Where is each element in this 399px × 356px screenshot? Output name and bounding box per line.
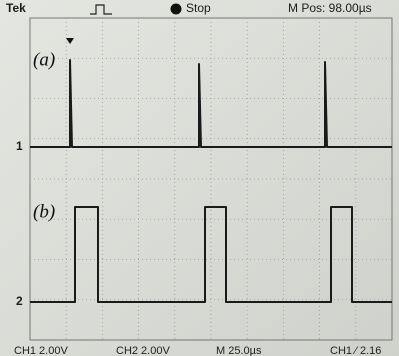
timebase: M 25.0µs (216, 345, 262, 356)
oscilloscope-screen: Tek Stop M Pos: 98.00µs (a) (b) 1 2 CH1 … (0, 0, 399, 356)
status: Stop (186, 1, 211, 15)
trigger-level: CH1 ∕ 2.16 (330, 345, 381, 356)
trace-label: (b) (33, 201, 55, 222)
position: M Pos: 98.00µs (288, 1, 372, 15)
ch1-scale: CH1 2.00V (14, 345, 68, 356)
channel-marker: 2 (16, 294, 23, 308)
trace-label: (a) (33, 49, 55, 70)
brand: Tek (6, 1, 26, 15)
stop-icon (171, 4, 182, 15)
channel-marker: 1 (16, 139, 23, 153)
ch2-scale: CH2 2.00V (116, 345, 170, 356)
